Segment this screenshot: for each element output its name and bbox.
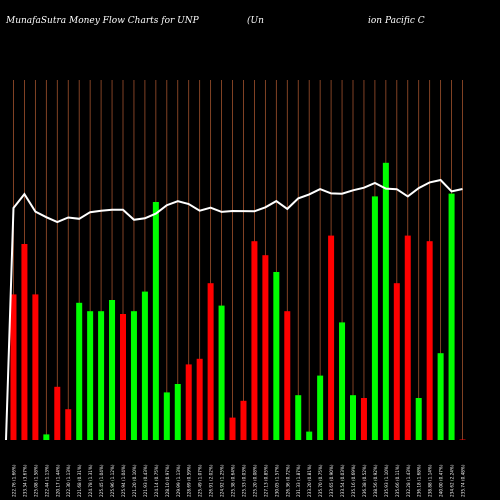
flow-bar [76,302,83,440]
tick-label-layer: 222.76 (1.66%) 233.34 (3.67%) 225.08 (1.58… [11,464,465,497]
x-tick-label: 233.54 (0.03%) [340,464,345,497]
x-tick-label: 224.14 (0.75%) [154,464,159,497]
x-tick-label: 222.44 (1.13%) [44,464,49,497]
x-tick-label: 222.30 (1.13%) [66,464,71,497]
x-tick-label: 221.68 (0.31%) [77,464,82,497]
flow-bar [306,431,313,440]
chart-title-left: MunafaSutra Money Flow Charts for UNP [6,16,199,26]
x-tick-label: 225.08 (1.58%) [33,464,38,497]
x-tick-label: 224.92 (1.25%) [220,464,225,497]
x-tick-label: 221.93 (0.43%) [143,464,148,497]
x-tick-label: 238.88 (1.14%) [428,464,433,497]
flow-bar [32,294,39,440]
x-tick-label: 228.10 (0.97%) [165,464,170,497]
price-line-layer [5,178,463,441]
x-tick-label: 226.91 (2.02%) [209,464,214,497]
x-tick-label: 225.20 (0.08%) [252,464,257,497]
flow-bar [130,311,137,440]
x-tick-label: 235.66 (0.11%) [395,464,400,497]
flow-bar [185,364,192,440]
flow-bar [415,398,422,440]
flow-bar [10,294,17,440]
x-tick-label: 229.99 (1.13%) [176,464,181,497]
flow-bar [426,241,433,440]
flow-bar [273,272,280,440]
flow-bar [218,305,225,440]
x-tick-label: 227.13 (0.85%) [263,464,268,497]
x-tick-label: 221.20 (0.10%) [132,464,137,497]
x-tick-label: 238.56 (0.92%) [373,464,378,497]
x-tick-label: 236.38 (0.52%) [362,464,367,497]
x-tick-label: 233.20 (0.81%) [307,464,312,497]
flow-bar [448,193,455,440]
flow-bar [251,241,258,440]
flow-bar [262,255,269,440]
flow-bar [382,162,389,441]
x-tick-label: 240.00 (0.47%) [439,464,444,497]
flow-bar [152,202,159,440]
flow-bar [393,283,400,440]
flow-bar [98,311,105,440]
x-tick-label: 230.05 (1.57%) [274,464,279,497]
x-tick-label: 236.18 (1.68%) [417,464,422,497]
x-tick-label: 235.93 (1.10%) [384,464,389,497]
x-tick-label: 225.94 (1.04%) [121,464,126,497]
x-tick-label: 233.34 (3.67%) [22,464,27,497]
x-tick-label: 225.96 (1.12%) [110,464,115,497]
x-tick-label: 226.36 (0.72%) [285,464,290,497]
x-tick-label: 228.69 (0.59%) [187,464,192,497]
flow-bar [371,196,378,440]
flow-bar [43,434,50,440]
flow-bar [65,409,72,440]
flow-bar [295,395,302,440]
x-tick-label: 225.45 (1.04%) [99,464,104,497]
flow-bar [141,291,148,440]
x-tick-label: 235.16 (0.69%) [351,464,356,497]
flow-bar [229,417,236,440]
x-tick-label: 224.78 (1.31%) [88,464,93,497]
x-tick-label: 225.49 (1.07%) [198,464,203,497]
flow-bar [196,358,203,440]
flow-bar [328,235,335,440]
flow-bar [163,392,170,440]
flow-bar [284,311,291,440]
x-tick-label: 225.38 (0.64%) [231,464,236,497]
x-tick-label: 220.17 (1.44%) [55,464,60,497]
flow-bar [240,400,247,440]
flow-bar [109,300,116,440]
chart-title-middle: (Un [247,16,264,26]
chart-title: MunafaSutra Money Flow Charts for UNP (U… [0,16,500,30]
flow-bar [404,235,411,440]
x-tick-label: 235.74 (0.48%) [461,464,466,497]
flow-bar [174,384,181,440]
flow-bar [21,244,28,440]
flow-bar [54,386,61,440]
x-tick-label: 232.28 (1.43%) [406,464,411,497]
chart-title-right: ion Pacific C [368,16,425,26]
flow-bar [360,398,367,440]
bar-layer [10,162,466,441]
flow-bar [87,311,94,440]
x-tick-label: 231.33 (1.87%) [296,464,301,497]
price-line [5,178,463,441]
flow-bar [207,283,214,440]
x-tick-label: 234.62 (2.24%) [450,464,455,497]
x-tick-label: 222.76 (1.66%) [11,464,16,497]
flow-bar [459,439,466,440]
x-tick-label: 235.70 (0.75%) [318,464,323,497]
x-tick-label: 233.65 (0.90%) [329,464,334,497]
flow-bar [317,375,324,440]
flow-bar [350,395,356,440]
flow-bar [120,314,126,440]
x-tick-label: 225.33 (0.03%) [241,464,246,497]
flow-bar [339,322,346,440]
flow-bar [437,353,444,440]
